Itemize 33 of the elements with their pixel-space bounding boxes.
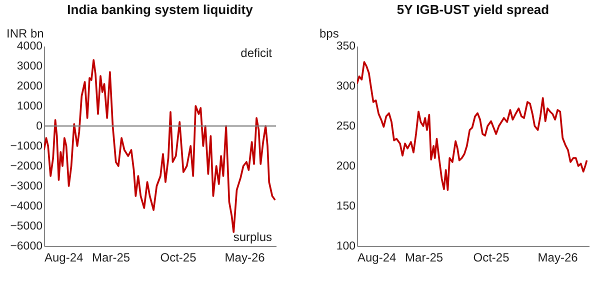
y-tick-label: 3000	[16, 60, 42, 72]
x-tick-label: Aug-24	[358, 250, 397, 264]
y-tick-label: 100	[336, 240, 356, 252]
line-series	[357, 61, 588, 191]
y-tick-label: −4000	[10, 200, 42, 212]
annotation: surplus	[233, 230, 272, 244]
x-tick-label: Aug-24	[44, 250, 84, 264]
x-tick-label: May-26	[224, 250, 266, 264]
y-tick-label: −6000	[10, 240, 42, 252]
line-series	[44, 59, 276, 233]
y-tick-label: 2000	[16, 80, 42, 92]
x-tick-label: Oct-25	[473, 250, 510, 264]
chart-title: 5Y IGB-UST yield spread	[396, 2, 550, 17]
y-tick-label: −5000	[10, 220, 42, 232]
y-tick-label: 300	[336, 80, 356, 92]
y-tick-label: 1000	[16, 100, 42, 112]
x-tick-label: Oct-25	[160, 250, 197, 264]
chart-title: India banking system liquidity	[67, 2, 254, 17]
y-axis-title: bps	[320, 26, 339, 40]
y-tick-label: −3000	[10, 180, 42, 192]
y-tick-label: 350	[336, 40, 356, 52]
y-axis-title: INR bn	[6, 26, 44, 40]
y-tick-label: 0	[36, 120, 42, 132]
y-tick-label: −1000	[10, 140, 42, 152]
annotation: deficit	[240, 46, 273, 60]
y-tick-label: 4000	[16, 40, 42, 52]
x-tick-label: Mar-25	[405, 250, 444, 264]
x-tick-label: Mar-25	[92, 250, 130, 264]
x-tick-label: May-26	[538, 250, 578, 264]
y-tick-label: 250	[336, 120, 356, 132]
y-tick-label: 150	[336, 200, 356, 212]
y-tick-label: −2000	[10, 160, 42, 172]
y-tick-label: 200	[336, 160, 356, 172]
